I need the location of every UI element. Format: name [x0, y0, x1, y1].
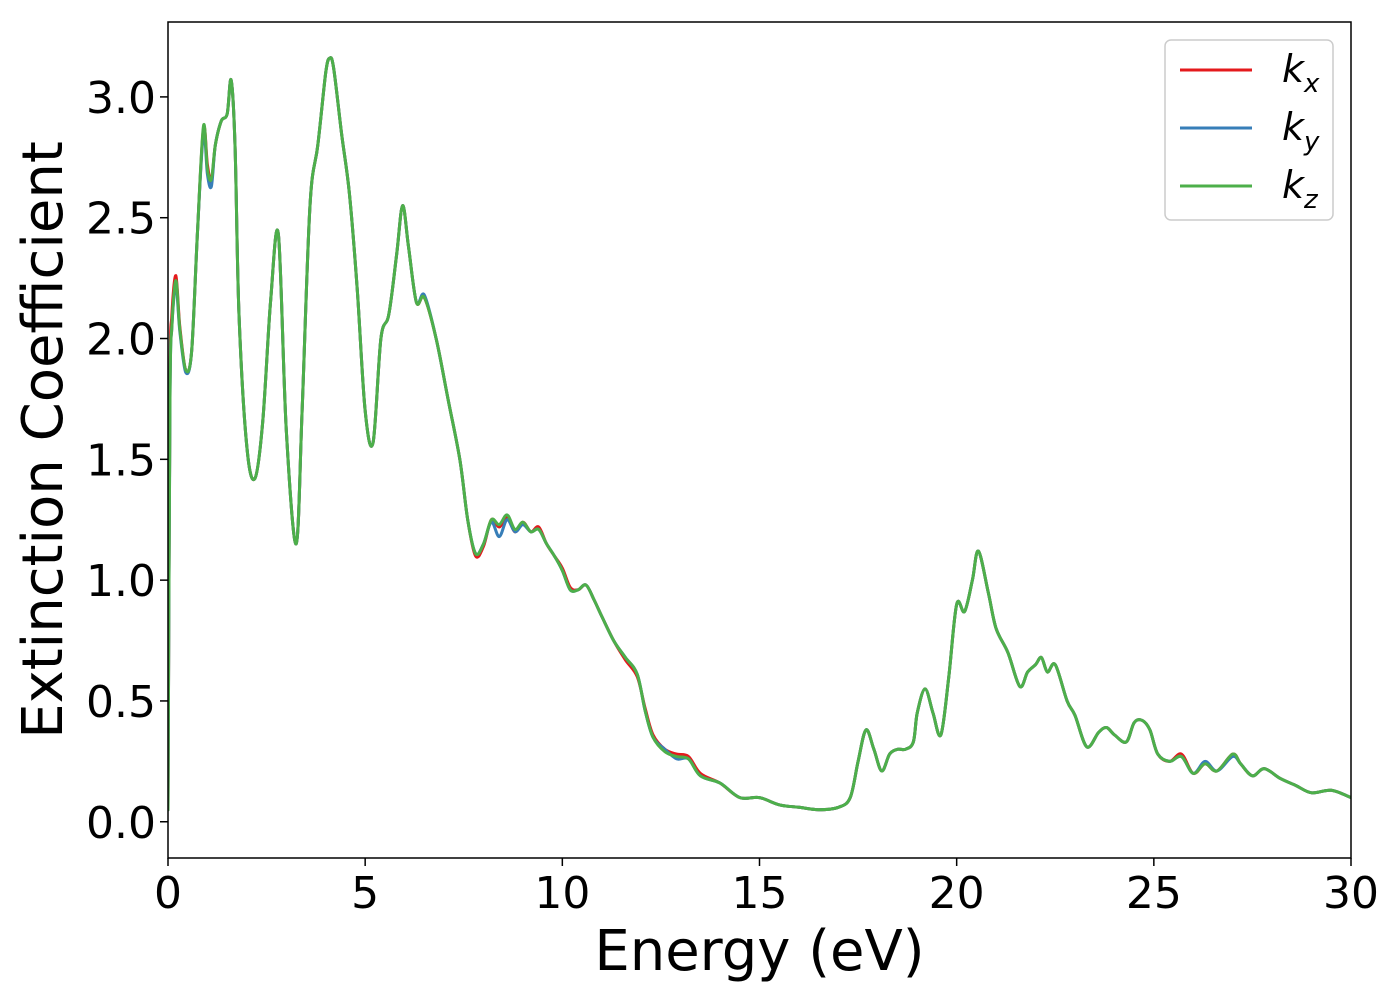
y-tick-label: 0.5 — [86, 677, 156, 728]
x-tick-label: 5 — [351, 868, 379, 919]
legend-symbol: k — [1282, 105, 1306, 149]
x-tick-label: 10 — [534, 868, 590, 919]
x-tick-label: 20 — [929, 868, 985, 919]
legend-subscript: z — [1303, 185, 1319, 215]
x-tick-label: 15 — [732, 868, 788, 919]
y-tick-label: 1.5 — [86, 435, 156, 486]
legend-symbol: k — [1282, 47, 1306, 91]
y-tick-label: 0.0 — [86, 798, 156, 849]
legend-symbol: k — [1282, 163, 1306, 207]
y-tick-label: 1.0 — [86, 556, 156, 607]
x-tick-label: 0 — [154, 868, 182, 919]
y-tick-label: 3.0 — [86, 73, 156, 124]
y-axis: 0.0 0.5 1.0 1.5 2.0 2.5 3.0 — [86, 73, 168, 849]
y-tick-label: 2.0 — [86, 315, 156, 366]
x-tick-label: 25 — [1126, 868, 1182, 919]
legend-label-kx: kx — [1282, 47, 1320, 99]
y-tick-label: 2.5 — [86, 194, 156, 245]
x-tick-label: 30 — [1323, 868, 1379, 919]
x-axis: 0 5 10 15 20 25 30 — [154, 858, 1379, 919]
legend-subscript: y — [1303, 127, 1320, 157]
x-axis-label: Energy (eV) — [594, 919, 924, 984]
legend-label-kz: kz — [1282, 163, 1319, 215]
series-line-kz — [168, 56, 1351, 812]
series-layer — [168, 56, 1351, 812]
legend-box — [1164, 39, 1334, 221]
legend-label-ky: ky — [1282, 105, 1320, 157]
y-axis-label: Extinction Coefficient — [11, 141, 76, 739]
legend-subscript: x — [1303, 69, 1320, 99]
